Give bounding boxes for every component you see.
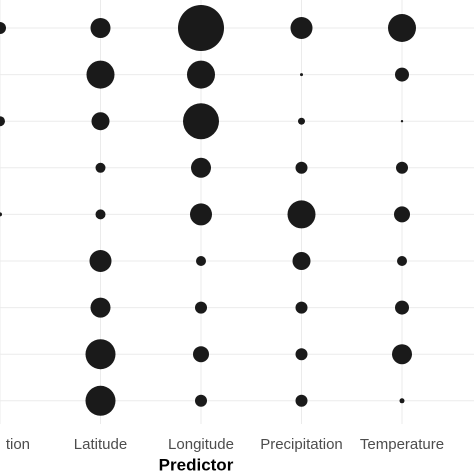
bubble — [0, 22, 6, 34]
bubble — [396, 161, 408, 174]
bubble — [300, 73, 303, 77]
bubble — [85, 339, 116, 370]
bubble — [0, 212, 2, 217]
bubble — [298, 117, 305, 125]
bubble — [193, 346, 209, 363]
bubble — [196, 256, 206, 266]
bubble — [91, 112, 110, 131]
bubble — [287, 200, 316, 229]
bubble — [295, 348, 308, 361]
x-tick-label: tion — [6, 436, 30, 453]
bubble — [394, 206, 410, 223]
bubble — [191, 157, 211, 178]
bubble — [388, 14, 416, 42]
bubble — [395, 67, 409, 82]
bubble — [89, 250, 112, 272]
bubble — [397, 256, 407, 266]
bubble — [290, 17, 313, 39]
bubble — [392, 344, 412, 365]
bubble — [400, 120, 404, 123]
marks — [0, 5, 416, 416]
bubble — [292, 252, 311, 270]
x-axis-label: Predictor — [159, 455, 234, 474]
bubble — [395, 300, 409, 315]
bubble — [95, 209, 106, 220]
bubble — [399, 398, 405, 404]
bubble — [90, 297, 111, 318]
bubble — [178, 5, 224, 51]
bubble — [295, 161, 308, 174]
bubble — [86, 60, 115, 89]
bubble — [183, 103, 219, 140]
bubble — [95, 162, 106, 173]
bubble — [190, 203, 212, 226]
x-tick-label: Longitude — [168, 436, 234, 453]
bubble — [195, 301, 207, 314]
bubble — [195, 394, 207, 407]
x-tick-label: Precipitation — [260, 436, 343, 453]
x-tick-label: Latitude — [74, 436, 127, 453]
bubble — [90, 18, 111, 38]
bubble — [295, 301, 308, 314]
bubble — [187, 60, 215, 89]
bubble — [85, 385, 116, 416]
x-tick-label: Temperature — [360, 436, 444, 453]
bubble — [295, 394, 308, 407]
bubble — [0, 116, 5, 127]
